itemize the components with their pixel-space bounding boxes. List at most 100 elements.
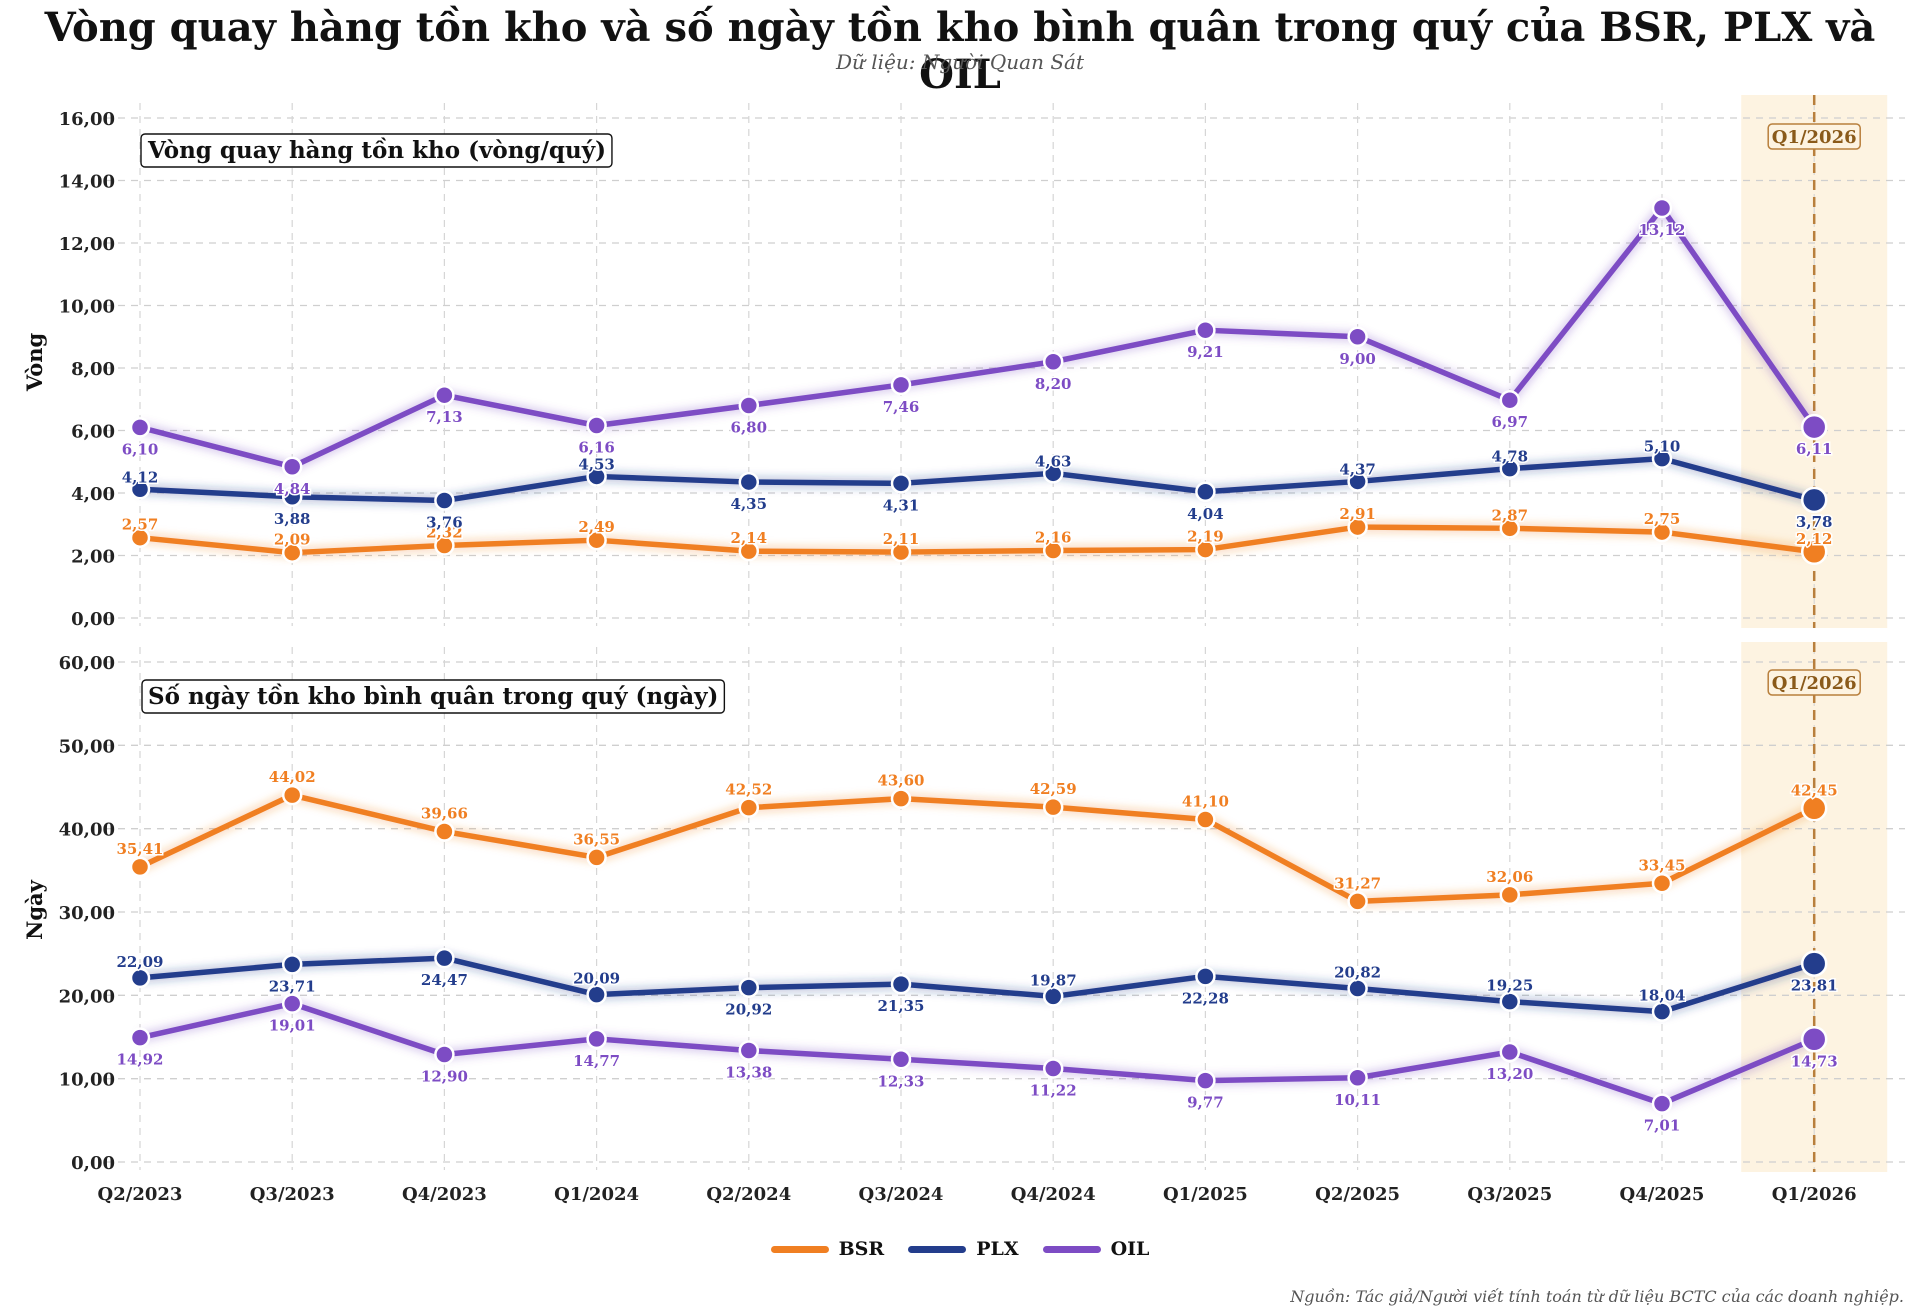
data-point-oil [1800,1026,1828,1053]
data-label-plx: 20,82 [1334,964,1381,982]
data-label-plx: 19,25 [1486,977,1533,995]
data-label-plx: 23,81 [1791,977,1838,995]
data-label-oil: 7,01 [1644,1117,1681,1135]
data-point-oil [434,384,455,406]
data-label-plx: 4,04 [1187,505,1224,523]
legend-item-bsr[interactable]: BSR [770,1238,885,1260]
data-point-oil [890,374,912,396]
data-point-bsr [1800,538,1828,565]
data-label-oil: 13,38 [725,1064,772,1082]
data-point-plx [1651,1001,1673,1022]
data-point-bsr [738,540,760,562]
data-point-bsr [1042,796,1064,818]
data-label-oil: 9,77 [1187,1094,1224,1112]
data-point-oil [1042,351,1064,372]
data-point-plx [738,471,760,493]
highlight-label-box [1767,123,1861,150]
y-tick-label: 60,00 [59,653,115,674]
data-point-plx [890,473,912,494]
data-label-oil: 7,13 [426,408,463,426]
panel-label: Vòng quay hàng tồn kho (vòng/quý) [147,137,606,164]
data-label-bsr: 44,02 [269,768,316,786]
data-label-plx: 24,47 [421,971,468,989]
data-point-bsr [281,542,303,563]
data-point-plx [434,947,455,969]
y-tick-label: 40,00 [59,820,115,841]
data-label-plx: 4,63 [1035,452,1072,470]
data-point-plx [129,479,151,500]
x-tick-label: Q4/2025 [1620,1184,1705,1205]
data-point-plx [1042,986,1064,1007]
x-tick-label: Q2/2023 [98,1184,183,1205]
data-point-oil [1499,1041,1521,1063]
data-point-plx [281,954,303,975]
data-label-oil: 6,80 [731,419,768,437]
data-label-plx: 4,35 [731,495,768,513]
data-label-oil: 4,84 [274,480,311,498]
data-label-oil: 9,00 [1339,350,1376,368]
chart-legend: BSR PLX OIL [0,1238,1920,1260]
y-tick-label: 30,00 [59,903,115,924]
data-label-plx: 4,53 [578,455,615,473]
y-tick-label: 0,00 [71,609,115,630]
data-label-bsr: 41,10 [1182,793,1229,811]
data-label-oil: 12,90 [421,1068,468,1086]
series-glow-oil [138,997,1817,1110]
data-point-oil [738,1040,760,1061]
highlight-label: Q1/2026 [1772,673,1857,694]
x-tick-label: Q3/2023 [250,1184,335,1205]
series-glow-oil [138,202,1820,473]
y-tick-label: 10,00 [59,1070,115,1091]
data-label-oil: 7,46 [883,398,920,416]
data-point-oil [1499,389,1521,411]
data-label-bsr: 31,27 [1334,874,1381,892]
data-point-bsr [586,847,607,868]
legend-swatch-bsr [770,1245,829,1253]
data-label-oil: 6,10 [122,440,159,458]
data-point-bsr [586,529,607,551]
legend-item-plx[interactable]: PLX [908,1238,1019,1260]
source-note: Nguồn: Tác giả/Người viết tính toán từ d… [1290,1287,1904,1306]
data-label-bsr: 43,60 [878,772,925,790]
data-point-bsr [1347,516,1368,538]
data-point-plx [586,984,607,1005]
series-line-oil [137,1000,1817,1107]
data-label-bsr: 2,16 [1035,529,1072,547]
data-point-bsr [1195,539,1216,560]
data-point-bsr [1651,521,1673,543]
data-point-plx [1042,463,1064,484]
legend-item-oil[interactable]: OIL [1042,1238,1149,1260]
legend-label-bsr: BSR [838,1238,885,1260]
data-point-oil [1347,1067,1368,1088]
data-label-plx: 4,78 [1492,448,1529,466]
data-label-bsr: 2,49 [578,518,615,536]
data-label-oil: 13,20 [1486,1065,1533,1083]
series-glow-bsr [137,789,1817,908]
chart-subtitle: Dữ liệu: Người Quan Sát [836,50,1084,74]
panel-label: Số ngày tồn kho bình quân trong quý (ngà… [148,683,718,710]
data-point-oil [1651,197,1673,219]
x-tick-label: Q1/2024 [554,1184,639,1205]
data-point-oil [1347,326,1368,347]
series-line-bsr [137,792,1817,905]
data-point-oil [1042,1058,1064,1079]
data-label-plx: 3,78 [1796,513,1833,531]
data-point-oil [434,1044,455,1065]
data-point-bsr [281,784,303,806]
data-label-bsr: 42,45 [1791,781,1838,799]
data-point-bsr [890,541,912,563]
series-line-plx [137,455,1817,504]
data-point-oil [1800,413,1828,441]
data-label-bsr: 35,41 [117,840,164,858]
data-point-oil [281,993,303,1014]
y-tick-label: 14,00 [59,172,115,193]
data-label-plx: 4,37 [1339,460,1376,478]
data-point-plx [434,490,455,511]
data-label-oil: 13,12 [1639,221,1686,239]
highlight-label-box [1767,669,1861,696]
data-point-plx [1195,966,1216,987]
data-point-oil [1651,1093,1673,1114]
data-label-plx: 22,09 [117,953,164,971]
y-axis-title: Ngày [22,879,47,939]
data-point-plx [1499,991,1521,1012]
